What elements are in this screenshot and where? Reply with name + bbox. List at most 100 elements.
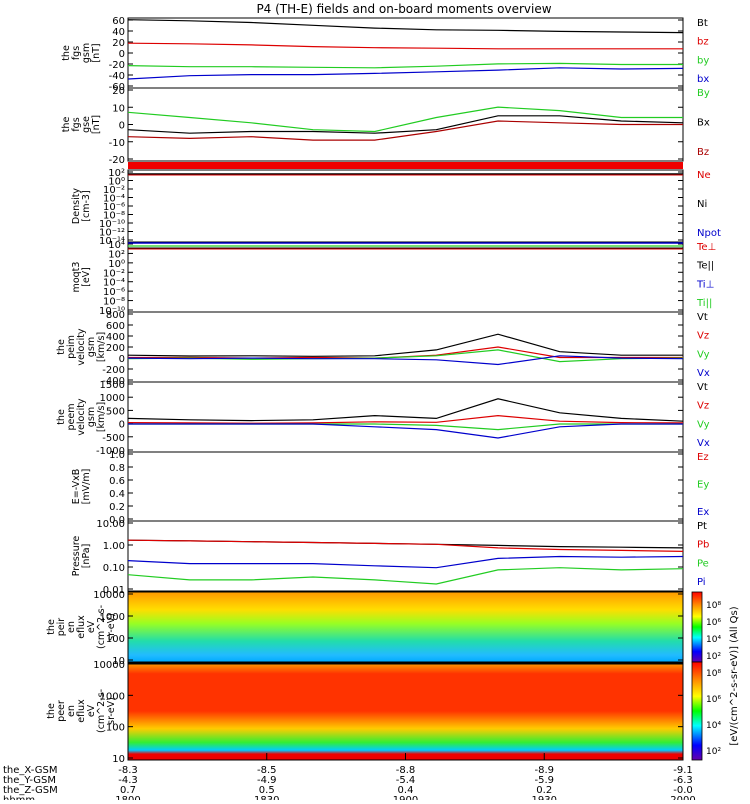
y-tick-label: 10⁰	[108, 177, 125, 188]
y-axis-label-line: [eV]	[81, 267, 92, 287]
legend-label: Ti||	[696, 298, 712, 309]
series-pressure-pe	[127, 567, 684, 585]
y-tick-label: 200	[106, 343, 125, 354]
footer-row-label: the_Z-GSM	[3, 785, 58, 796]
y-tick-label: 800	[106, 310, 125, 321]
y-axis-label-line: Density	[71, 188, 82, 224]
panel-frame	[127, 451, 684, 522]
y-tick-label: 10	[112, 754, 125, 765]
y-tick-label: 0.10	[103, 563, 125, 574]
y-tick-label: 0.2	[109, 502, 125, 513]
y-tick-label: 10²	[108, 249, 125, 260]
series-fgs-gsm-bz	[127, 42, 683, 50]
y-axis-label-line: eV	[86, 704, 97, 717]
panel-frame	[127, 520, 684, 592]
footer-value: -5.4	[396, 775, 416, 786]
legend-label: Pt	[697, 521, 707, 532]
legend-label: Bz	[697, 147, 709, 158]
y-axis-label-line: [nT]	[91, 43, 102, 62]
colorbar-tick-label: 10⁶	[706, 695, 721, 705]
y-tick-label: 0.4	[109, 489, 125, 500]
y-tick-label: -20	[109, 155, 125, 166]
y-axis-label-line: peem	[66, 404, 77, 431]
y-tick-label: 10⁻⁸	[103, 211, 125, 222]
series-fgs-gse-by	[127, 106, 683, 133]
y-axis-label-line: [nPa]	[81, 544, 92, 569]
footer-value: -4.3	[118, 775, 138, 786]
panel-frame	[127, 241, 684, 313]
legend-label: Pb	[697, 540, 709, 551]
series-peem-velocity-vt	[127, 398, 684, 422]
y-tick-label: 1000	[100, 393, 125, 404]
y-axis-label-line: eflux	[76, 699, 87, 723]
y-tick-label: 1.0	[109, 450, 125, 461]
footer-value: -8.5	[257, 765, 277, 776]
y-tick-label: 10⁴	[108, 240, 125, 251]
y-tick-label: -60	[109, 82, 125, 93]
y-tick-label: 10⁻¹²	[99, 228, 125, 239]
y-tick-label: 40	[112, 27, 125, 38]
y-tick-label: 0	[119, 121, 125, 132]
y-tick-label: 1500	[100, 380, 125, 391]
y-tick-label: 0	[119, 354, 125, 365]
legend-label: Te||	[696, 261, 714, 272]
series-pressure-pb	[127, 539, 684, 552]
series-peem-velocity-vz	[127, 414, 684, 424]
y-axis-label-line: the	[56, 339, 67, 355]
spectrogram-peer	[128, 662, 683, 760]
y-axis-label-line: [nT]	[91, 115, 102, 134]
colorbar: 10⁸ 10⁶ 10⁴ 10² 10⁸ 10⁶ 10⁴ 10² [eV/(cm^2-s-sr-…	[691, 591, 740, 761]
y-axis-label-line: the	[46, 619, 57, 635]
y-tick-label: 400	[106, 332, 125, 343]
y-axis-label-line: [km/s]	[96, 332, 107, 362]
colorbar-tick-label: 10⁴	[706, 635, 721, 645]
footer-value: 1800	[115, 795, 140, 800]
legend-label: Vt	[697, 312, 708, 323]
y-tick-label: 10⁻⁴	[103, 278, 125, 289]
y-axis-label-line: the	[46, 703, 57, 719]
y-tick-label: -10	[109, 138, 125, 149]
y-tick-label: 10⁻²	[103, 268, 125, 279]
y-tick-label: -400	[102, 376, 125, 387]
y-axis-label-line: gsm	[81, 43, 92, 63]
legend-label: Pi	[697, 577, 706, 588]
series-peem-velocity-vx	[128, 423, 683, 439]
legend-label: Te⊥	[696, 242, 716, 253]
colorbar-tick-label: 10⁴	[706, 721, 721, 731]
footer-value: 1830	[254, 795, 279, 800]
footer-value: -0.0	[673, 785, 693, 796]
y-axis-label-line: the	[61, 45, 72, 61]
legend-label: Ne	[697, 170, 711, 181]
legend-label: Ti⊥	[696, 279, 714, 290]
colorbar-tick-label: 10⁶	[706, 618, 721, 628]
y-tick-label: -1000	[96, 446, 125, 457]
legend-label: Bx	[697, 118, 710, 129]
legend-label: Ey	[697, 480, 709, 491]
y-axis-label-line: [km/s]	[96, 402, 107, 432]
footer-value: 1930	[532, 795, 557, 800]
footer-value: -9.1	[673, 765, 693, 776]
curves-group	[127, 19, 684, 665]
legend-label: Vz	[697, 401, 709, 412]
y-tick-label: -20	[109, 60, 125, 71]
footer-value: -8.9	[534, 765, 554, 776]
y-tick-label: 10.00	[96, 519, 125, 530]
panel-peer-eflux: 10000 1000 100 10 the peer en eflux eV (cm^2-s-sr…	[46, 660, 684, 765]
y-tick-label: 0.0	[109, 515, 125, 526]
series-fgs-gsm-bx	[127, 67, 684, 80]
legend-label: Vz	[697, 331, 709, 342]
legend-label: bz	[697, 37, 709, 48]
y-axis-label-line: sr-eV)	[106, 613, 117, 641]
legend-label: Vx	[697, 368, 710, 379]
y-axis-label-line: velocity	[76, 328, 87, 366]
y-tick-label: 10⁻²	[103, 185, 125, 196]
series-fgs-gse-bx	[127, 115, 684, 134]
footer-row-label: the_Y-GSM	[3, 775, 56, 786]
